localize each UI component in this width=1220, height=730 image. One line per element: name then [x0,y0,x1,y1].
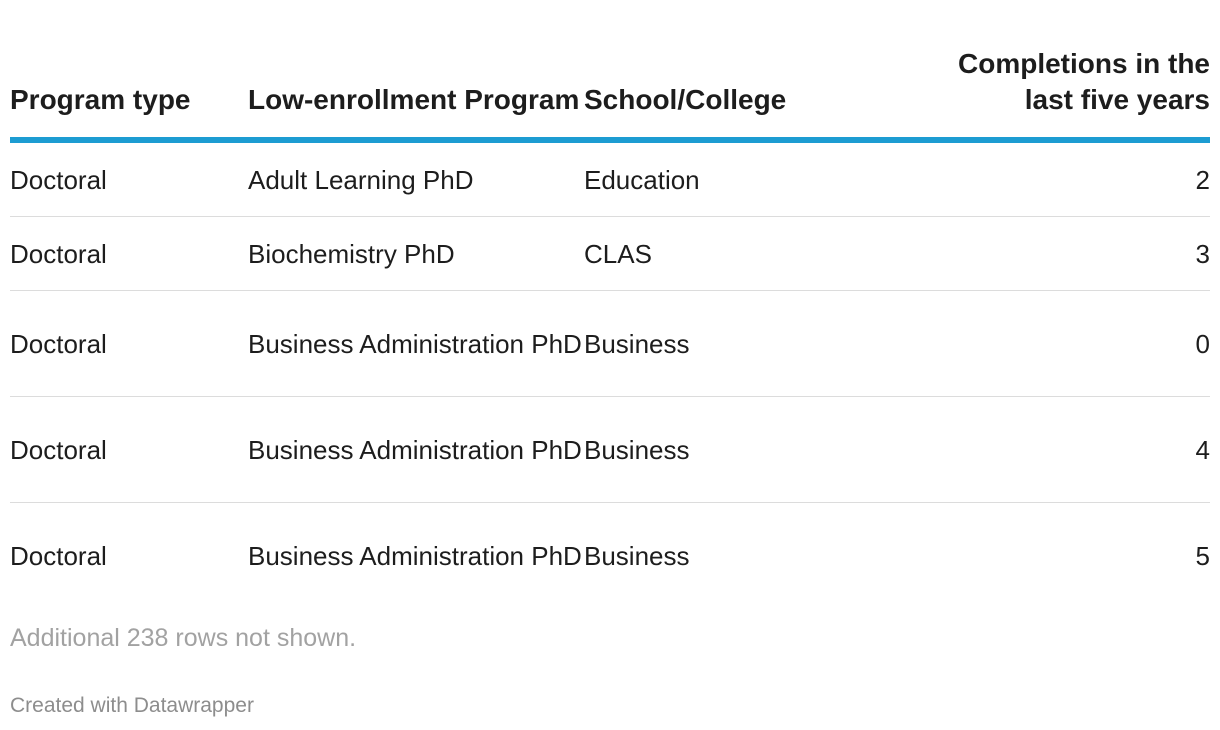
data-table: Program type Low-enrollment Program Scho… [10,40,1210,608]
table-row: Doctoral Biochemistry PhD CLAS 3 [10,216,1210,291]
cell-program-type: Doctoral [10,290,248,397]
cell-school: Business [584,540,690,571]
data-table-container: Program type Low-enrollment Program Scho… [10,40,1210,608]
column-header-completions[interactable]: Completions in the last five years [904,40,1210,143]
cell-school: CLAS [584,216,904,291]
cell-completions: 4 [904,396,1210,503]
cell-school: Education [584,140,904,217]
table-row: Doctoral Adult Learning PhD Education 2 [10,140,1210,217]
cell-program: Business Administration PhD [248,290,584,397]
cell-program-type: Doctoral [10,396,248,503]
cell-program: Adult Learning PhD [248,140,584,217]
table-row: Doctoral Business Administration PhD Bus… [10,503,1210,609]
header-row: Program type Low-enrollment Program Scho… [10,40,1210,143]
table-row: Doctoral Business Administration PhD Bus… [10,396,1210,503]
cell-completions: 3 [904,216,1210,291]
cell-program: Business Administration PhD [248,540,582,571]
column-header-program-type[interactable]: Program type [10,40,248,143]
cell-completions: 2 [904,140,1210,217]
cell-program-type: Doctoral [10,540,107,571]
cell-program-type: Doctoral [10,140,248,217]
cell-school: Business [584,396,904,503]
cell-completions: 0 [904,290,1210,397]
datawrapper-credit[interactable]: Created with Datawrapper [10,694,254,717]
cell-program-type: Doctoral [10,216,248,291]
column-header-low-enrollment-program[interactable]: Low-enrollment Program [248,40,584,143]
cell-program: Biochemistry PhD [248,216,584,291]
table-row: Doctoral Business Administration PhD Bus… [10,290,1210,397]
cell-program: Business Administration PhD [248,396,584,503]
cell-completions: 5 [1195,540,1210,571]
cell-school: Business [584,290,904,397]
column-header-school-college[interactable]: School/College [584,40,904,143]
table-notes: Additional 238 rows not shown. [10,624,357,652]
